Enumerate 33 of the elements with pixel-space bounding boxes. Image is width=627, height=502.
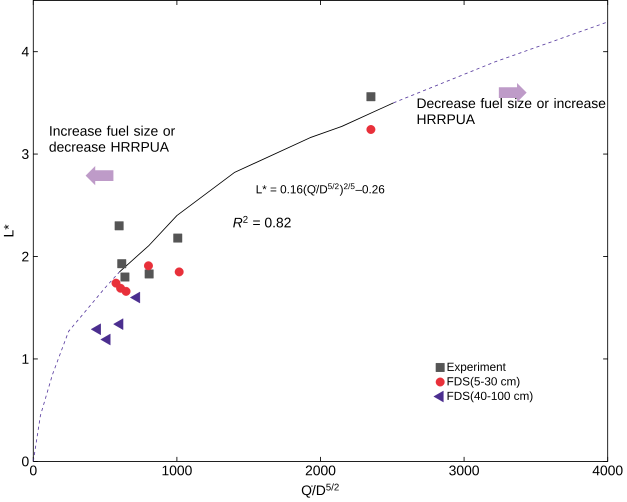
legend-label: Experiment xyxy=(448,362,506,374)
point xyxy=(366,125,376,134)
point xyxy=(122,287,131,296)
annotation: Decrease fuel size or increase HRRPUA xyxy=(418,98,606,124)
x-tick-label: 2000 xyxy=(306,466,336,476)
x-tick-label: 0 xyxy=(30,466,37,476)
point xyxy=(90,324,101,336)
annotation: Increase fuel size or decrease HRRPUA xyxy=(49,126,175,152)
y-axis-title: L* xyxy=(4,224,14,237)
y-tick-label: 4 xyxy=(22,47,29,57)
point xyxy=(117,259,126,268)
point xyxy=(144,261,153,270)
y-tick-label: 3 xyxy=(22,149,29,160)
annotation: R$^{2}$ = 0.82 xyxy=(233,216,291,228)
point xyxy=(130,292,140,304)
point xyxy=(174,268,184,277)
legend-label: FDS(40-100 cm) xyxy=(448,392,532,403)
x-tick-label: 1000 xyxy=(162,466,192,476)
y-tick-label: 0 xyxy=(22,456,29,467)
point xyxy=(173,234,182,243)
point xyxy=(100,334,111,346)
annotation: L* = 0.16(Q̇/D$^{5/2}$)$^{2/5}$–0.26 xyxy=(256,183,384,196)
x-tick-label: 3000 xyxy=(449,466,479,476)
y-tick-label: 2 xyxy=(22,252,28,262)
y-tick-label: 1 xyxy=(22,354,29,364)
legend-label: FDS(5-30 cm) xyxy=(448,377,520,388)
point xyxy=(113,318,124,330)
point xyxy=(114,222,124,230)
point xyxy=(120,272,130,282)
point xyxy=(144,270,154,279)
x-axis-title: Q̇/D$^{5/2}$ xyxy=(302,484,339,498)
point xyxy=(366,92,376,102)
x-tick-label: 4000 xyxy=(592,466,623,476)
